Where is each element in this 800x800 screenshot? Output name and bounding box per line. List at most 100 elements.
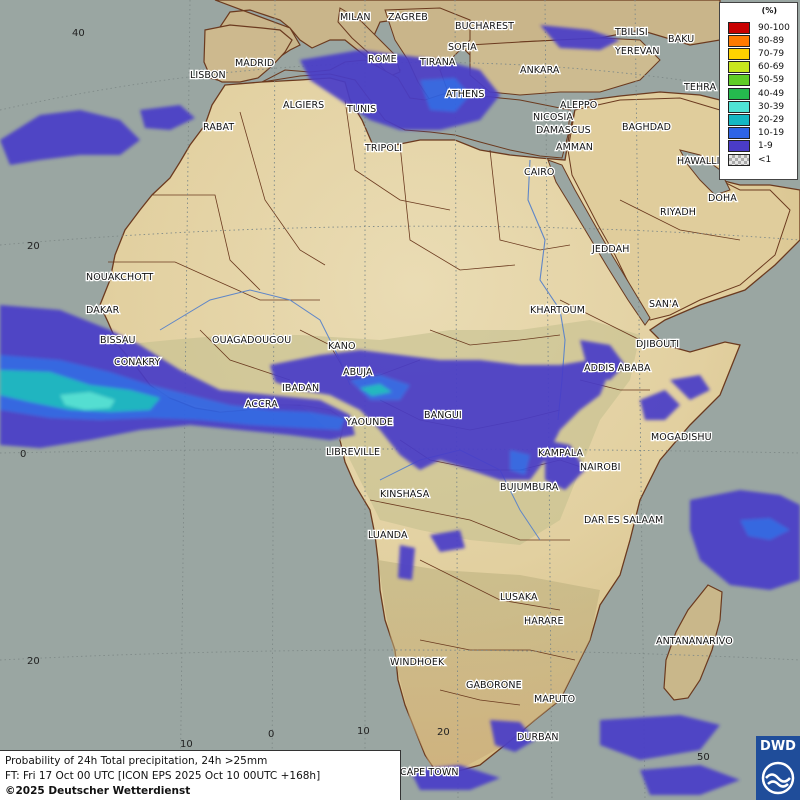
legend-swatch bbox=[728, 87, 750, 100]
lon-label: 10 bbox=[357, 726, 370, 737]
legend-item: 60-69 bbox=[728, 61, 784, 74]
legend-item: 90-100 bbox=[728, 21, 790, 34]
city-label: ANTANANARIVO bbox=[656, 636, 733, 647]
city-label: HAWALLI bbox=[677, 156, 720, 167]
city-label: DJIBOUTI bbox=[636, 339, 679, 350]
land-iberia bbox=[203, 24, 293, 83]
caption-box: Probability of 24h Total precipitation, … bbox=[0, 750, 401, 800]
city-label: BANGUI bbox=[424, 410, 462, 421]
city-label: MILAN bbox=[340, 12, 371, 23]
city-label: DOHA bbox=[708, 193, 737, 204]
lat-label: 20 bbox=[27, 241, 40, 252]
city-label: DAKAR bbox=[86, 305, 120, 316]
legend-item: 1-9 bbox=[728, 140, 773, 153]
legend-label: 1-9 bbox=[758, 141, 773, 152]
legend-label: 10-19 bbox=[758, 128, 785, 139]
city-label: HARARE bbox=[524, 616, 564, 627]
city-label: SAN'A bbox=[649, 299, 679, 310]
city-label: CAIRO bbox=[524, 167, 555, 178]
city-label: ADDIS ABABA bbox=[584, 363, 651, 374]
legend-item: 70-79 bbox=[728, 47, 784, 60]
city-label: YEREVAN bbox=[614, 46, 660, 57]
city-label: TUNIS bbox=[346, 104, 376, 115]
city-label: TBILISI bbox=[614, 27, 648, 38]
legend-item: 80-89 bbox=[728, 34, 784, 47]
legend-unit: (%) bbox=[761, 6, 777, 15]
city-label: ANKARA bbox=[520, 65, 560, 76]
lon-label: 20 bbox=[437, 727, 450, 738]
city-label: CAPE TOWN bbox=[400, 767, 459, 778]
dwd-wave-icon bbox=[761, 761, 795, 795]
city-label: ACCRA bbox=[245, 399, 278, 410]
city-label: SOFIA bbox=[448, 42, 477, 53]
city-label: BUCHAREST bbox=[455, 21, 514, 32]
legend-label: 60-69 bbox=[758, 62, 785, 73]
city-label: RABAT bbox=[203, 122, 234, 133]
legend: (%) 90-100 80-89 70-79 60-69 50-59 40-49 30-39… bbox=[719, 2, 798, 180]
city-label: GABORONE bbox=[466, 680, 522, 691]
product-title: Probability of 24h Total precipitation, … bbox=[5, 755, 268, 767]
legend-swatch bbox=[728, 153, 750, 166]
lat-label: 20 bbox=[27, 656, 40, 667]
legend-label: <1 bbox=[758, 154, 772, 165]
city-label: ALGIERS bbox=[283, 100, 324, 111]
city-label: DURBAN bbox=[517, 732, 559, 743]
land-south bbox=[378, 560, 600, 772]
land-madagascar bbox=[663, 584, 723, 701]
legend-label: 40-49 bbox=[758, 88, 785, 99]
persian-gulf bbox=[679, 149, 731, 196]
legend-item: 30-39 bbox=[728, 100, 784, 113]
city-label: ABUJA bbox=[343, 367, 373, 378]
city-label: LISBON bbox=[190, 70, 226, 81]
city-label: ZAGREB bbox=[388, 12, 428, 23]
city-label: NAIROBI bbox=[580, 462, 621, 473]
city-label: LUSAKA bbox=[500, 592, 538, 603]
legend-label: 80-89 bbox=[758, 35, 785, 46]
lon-label: 0 bbox=[268, 729, 274, 740]
city-label: AMMAN bbox=[556, 142, 593, 153]
lon-label: 10 bbox=[180, 739, 193, 750]
city-label: TEHRA bbox=[683, 82, 717, 93]
legend-label: 20-29 bbox=[758, 114, 785, 125]
red-sea bbox=[547, 159, 651, 326]
city-label: BUJUMBURA bbox=[500, 482, 559, 493]
legend-swatch bbox=[728, 21, 750, 34]
city-label: JEDDAH bbox=[591, 244, 630, 255]
legend-swatch bbox=[728, 74, 750, 87]
forecast-time: FT: Fri 17 Oct 00 UTC [ICON EPS 2025 Oct… bbox=[5, 770, 321, 782]
city-label: DAMASCUS bbox=[536, 125, 591, 136]
legend-swatch bbox=[728, 113, 750, 126]
city-label: CONAKRY bbox=[114, 357, 161, 368]
legend-label: 50-59 bbox=[758, 75, 785, 86]
city-label: RIYADH bbox=[660, 207, 696, 218]
legend-item: 20-29 bbox=[728, 113, 784, 126]
city-label: NICOSIA bbox=[533, 112, 573, 123]
city-label: KINSHASA bbox=[380, 489, 430, 500]
legend-item: <1 bbox=[728, 153, 771, 166]
legend-label: 90-100 bbox=[758, 22, 790, 33]
lat-label: 40 bbox=[72, 28, 85, 39]
city-label: ALEPPO bbox=[560, 100, 597, 111]
legend-item: 10-19 bbox=[728, 127, 784, 140]
city-label: ATHENS bbox=[446, 89, 484, 100]
legend-swatch bbox=[728, 100, 750, 113]
copyright: ©2025 Deutscher Wetterdienst bbox=[5, 785, 191, 797]
legend-swatch bbox=[728, 140, 750, 153]
city-label: LUANDA bbox=[368, 530, 408, 541]
city-label: BISSAU bbox=[100, 335, 136, 346]
city-label: BAGHDAD bbox=[622, 122, 671, 133]
legend-swatch bbox=[728, 127, 750, 140]
dwd-logo: DWD bbox=[756, 736, 800, 800]
city-label: LIBREVILLE bbox=[326, 447, 380, 458]
legend-swatch bbox=[728, 61, 750, 74]
legend-swatch bbox=[728, 34, 750, 47]
city-label: KANO bbox=[328, 341, 356, 352]
lon-label: 50 bbox=[697, 752, 710, 763]
city-label: KAMPALA bbox=[538, 448, 583, 459]
legend-item: 40-49 bbox=[728, 87, 784, 100]
city-label: BAKU bbox=[668, 34, 694, 45]
legend-item: 50-59 bbox=[728, 74, 784, 87]
city-label: MAPUTO bbox=[534, 694, 575, 705]
